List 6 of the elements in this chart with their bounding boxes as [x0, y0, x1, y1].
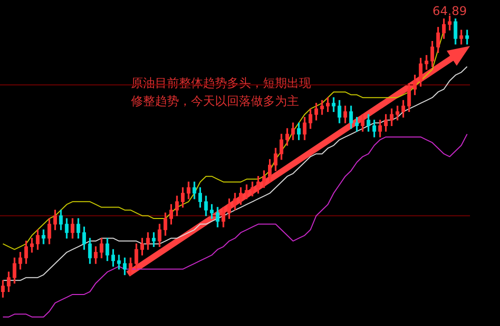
annotation: 64.89: [432, 4, 467, 18]
candlestick: [42, 229, 46, 244]
candlestick: [424, 55, 428, 70]
candlestick: [320, 100, 324, 115]
candlestick: [117, 254, 121, 270]
candlestick: [396, 106, 400, 120]
